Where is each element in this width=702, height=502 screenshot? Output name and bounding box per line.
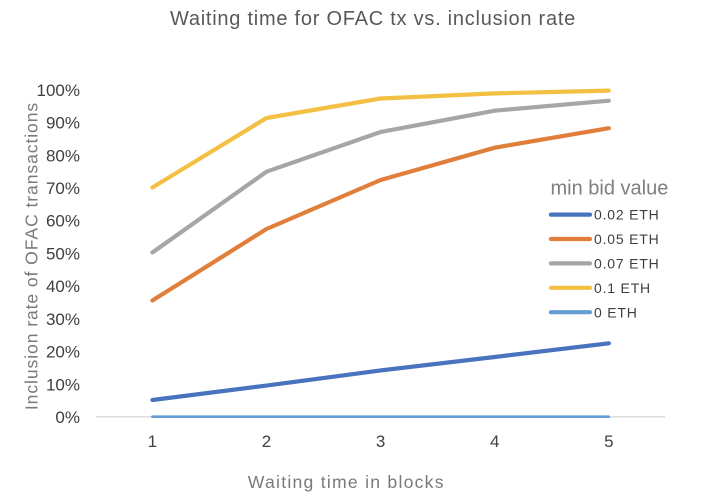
svg-text:0 ETH: 0 ETH bbox=[594, 304, 638, 320]
svg-text:40%: 40% bbox=[46, 277, 80, 296]
svg-text:10%: 10% bbox=[46, 375, 80, 394]
svg-text:90%: 90% bbox=[46, 114, 80, 133]
svg-text:2: 2 bbox=[262, 432, 271, 451]
svg-text:Waiting time in blocks: Waiting time in blocks bbox=[248, 472, 445, 492]
svg-text:0%: 0% bbox=[55, 408, 80, 427]
svg-text:1: 1 bbox=[148, 432, 157, 451]
svg-text:0.02 ETH: 0.02 ETH bbox=[594, 207, 660, 223]
svg-text:100%: 100% bbox=[37, 81, 80, 100]
svg-text:3: 3 bbox=[376, 432, 385, 451]
svg-text:0.05 ETH: 0.05 ETH bbox=[594, 231, 660, 247]
svg-text:5: 5 bbox=[604, 432, 613, 451]
svg-text:80%: 80% bbox=[46, 146, 80, 165]
svg-text:70%: 70% bbox=[46, 179, 80, 198]
svg-text:Waiting time for OFAC tx vs. i: Waiting time for OFAC tx vs. inclusion r… bbox=[170, 8, 576, 30]
svg-text:0.07 ETH: 0.07 ETH bbox=[594, 256, 660, 272]
svg-text:4: 4 bbox=[490, 432, 499, 451]
svg-text:60%: 60% bbox=[46, 212, 80, 231]
svg-text:20%: 20% bbox=[46, 343, 80, 362]
svg-text:Inclusion rate of OFAC transac: Inclusion rate of OFAC transactions bbox=[22, 102, 42, 410]
svg-text:0.1 ETH: 0.1 ETH bbox=[594, 280, 651, 296]
svg-text:30%: 30% bbox=[46, 310, 80, 329]
svg-text:50%: 50% bbox=[46, 245, 80, 264]
svg-text:min bid value: min bid value bbox=[551, 178, 669, 200]
